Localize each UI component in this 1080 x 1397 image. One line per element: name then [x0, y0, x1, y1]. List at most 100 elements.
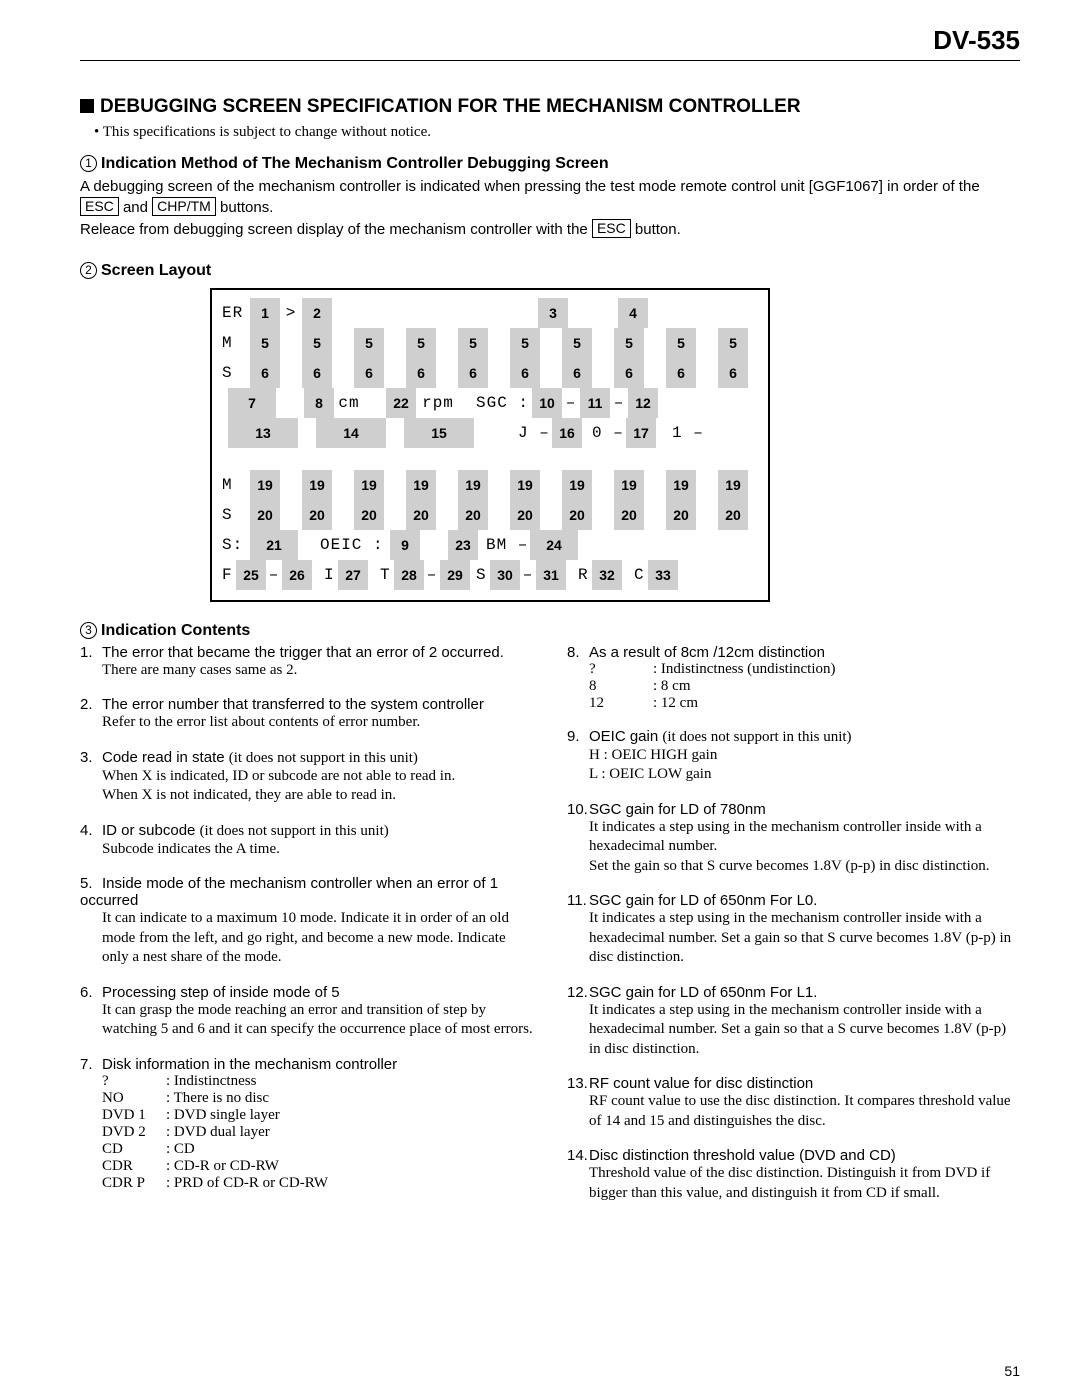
slot-20: 20 — [562, 500, 592, 530]
left-column: 1.The error that became the trigger that… — [80, 644, 533, 1220]
indication-contents: 1.The error that became the trigger that… — [80, 644, 1020, 1220]
layout-row-m2: M 19 19 19 19 19 19 19 19 19 19 — [222, 470, 756, 500]
label-c: C — [634, 561, 648, 589]
slot-19: 19 — [666, 470, 696, 500]
indication-item: 2.The error number that transferred to t… — [80, 696, 533, 733]
item-lead: 8.As a result of 8cm /12cm distinction — [567, 644, 1020, 661]
indication-item: 12.SGC gain for LD of 650nm For L1.It in… — [567, 984, 1020, 1060]
slot-1: 1 — [250, 298, 280, 328]
text: Releace from debugging screen display of… — [80, 221, 592, 238]
indication-item: 13.RF count value for disc distinctionRF… — [567, 1075, 1020, 1131]
item-lead: 3.Code read in state (it does not suppor… — [80, 749, 533, 767]
item-desc: H : OEIC HIGH gainL : OEIC LOW gain — [589, 746, 1020, 785]
item-desc: Refer to the error list about contents o… — [102, 713, 533, 733]
slot-19: 19 — [406, 470, 436, 500]
slot-19: 19 — [614, 470, 644, 500]
slot-14: 14 — [316, 418, 386, 448]
slot-6: 6 — [666, 358, 696, 388]
item-lead: 10.SGC gain for LD of 780nm — [567, 801, 1020, 818]
slot-8: 8 — [304, 388, 334, 418]
slot-5: 5 — [302, 328, 332, 358]
slot-22: 22 — [386, 388, 416, 418]
slot-20: 20 — [510, 500, 540, 530]
indication-item: 1.The error that became the trigger that… — [80, 644, 533, 681]
slot-15: 15 — [404, 418, 474, 448]
kv-row: DVD 1: DVD single layer — [102, 1107, 533, 1124]
label: M — [222, 471, 250, 499]
label-1: 1 – — [672, 419, 702, 447]
slot-13: 13 — [228, 418, 298, 448]
slot-5: 5 — [562, 328, 592, 358]
indication-item: 6.Processing step of inside mode of 5It … — [80, 984, 533, 1040]
text: button. — [635, 221, 681, 238]
slot-6: 6 — [614, 358, 644, 388]
slot-28: 28 — [394, 560, 424, 590]
slot-30: 30 — [490, 560, 520, 590]
kv-row: CD: CD — [102, 1141, 533, 1158]
slot-20: 20 — [458, 500, 488, 530]
indication-item: 11.SGC gain for LD of 650nm For L0.It in… — [567, 892, 1020, 968]
slot-5: 5 — [510, 328, 540, 358]
indication-item: 4.ID or subcode (it does not support in … — [80, 822, 533, 860]
layout-row-oeic: S: 21 OEIC : 9 23 BM – 24 — [222, 530, 756, 560]
label-t: T — [380, 561, 394, 589]
slot-20: 20 — [302, 500, 332, 530]
slot-19: 19 — [354, 470, 384, 500]
label-j: J – — [518, 419, 552, 447]
slot-12: 12 — [628, 388, 658, 418]
gt-icon: > — [280, 299, 302, 327]
slot-19: 19 — [302, 470, 332, 500]
item-desc: It indicates a step using in the mechani… — [589, 818, 1020, 877]
label: S — [222, 359, 250, 387]
item-lead: 7.Disk information in the mechanism cont… — [80, 1056, 533, 1073]
layout-row-s: S 6 6 6 6 6 6 6 6 6 6 — [222, 358, 756, 388]
label: S: — [222, 531, 250, 559]
label: M — [222, 329, 250, 357]
label-sgc: SGC : — [476, 389, 532, 417]
slot-20: 20 — [250, 500, 280, 530]
slot-20: 20 — [406, 500, 436, 530]
slot-9: 9 — [390, 530, 420, 560]
layout-row-f: F 25 – 26 I 27 T 28 – 29 S 30 – 31 R 32 … — [222, 560, 756, 590]
notice-text: This specifications is subject to change… — [94, 124, 1020, 141]
slot-6: 6 — [562, 358, 592, 388]
right-column: 8.As a result of 8cm /12cm distinction?:… — [567, 644, 1020, 1220]
chptm-key-icon: CHP/TM — [152, 197, 216, 216]
item-desc: It indicates a step using in the mechani… — [589, 1001, 1020, 1060]
text: and — [123, 199, 152, 216]
label-i: I — [324, 561, 338, 589]
screen-layout-diagram: ER 1 > 2 3 4 M 5 5 5 5 5 5 5 5 5 5 S 6 6 — [210, 288, 770, 602]
item-lead: 14.Disc distinction threshold value (DVD… — [567, 1147, 1020, 1164]
layout-row-m: M 5 5 5 5 5 5 5 5 5 5 — [222, 328, 756, 358]
slot-6: 6 — [458, 358, 488, 388]
slot-5: 5 — [458, 328, 488, 358]
label-rpm: rpm — [416, 389, 460, 417]
layout-row-j: 13 14 15 J – 16 0 – 17 1 – — [222, 418, 756, 448]
layout-row-s2: S 20 20 20 20 20 20 20 20 20 20 — [222, 500, 756, 530]
slot-6: 6 — [302, 358, 332, 388]
kv-row: NO: There is no disc — [102, 1090, 533, 1107]
slot-3: 3 — [538, 298, 568, 328]
label-s: S — [476, 561, 490, 589]
heading-text: DEBUGGING SCREEN SPECIFICATION FOR THE M… — [100, 96, 801, 117]
slot-6: 6 — [250, 358, 280, 388]
slot-20: 20 — [718, 500, 748, 530]
slot-6: 6 — [510, 358, 540, 388]
slot-33: 33 — [648, 560, 678, 590]
item-desc: Threshold value of the disc distinction.… — [589, 1164, 1020, 1203]
slot-2: 2 — [302, 298, 332, 328]
text: buttons. — [220, 199, 273, 216]
item-lead: 11.SGC gain for LD of 650nm For L0. — [567, 892, 1020, 909]
slot-5: 5 — [666, 328, 696, 358]
circled-1-icon: 1 — [80, 155, 97, 172]
indication-item: 8.As a result of 8cm /12cm distinction?:… — [567, 644, 1020, 712]
label-f: F — [222, 561, 236, 589]
slot-19: 19 — [510, 470, 540, 500]
label-r: R — [578, 561, 592, 589]
dash-icon: – — [424, 561, 440, 589]
subheading-3-text: Indication Contents — [101, 622, 250, 639]
subheading-2: 2Screen Layout — [80, 262, 1020, 280]
kv-row: CDR P: PRD of CD-R or CD-RW — [102, 1175, 533, 1192]
label-cm: cm — [334, 389, 364, 417]
dash-icon: – — [562, 389, 580, 417]
